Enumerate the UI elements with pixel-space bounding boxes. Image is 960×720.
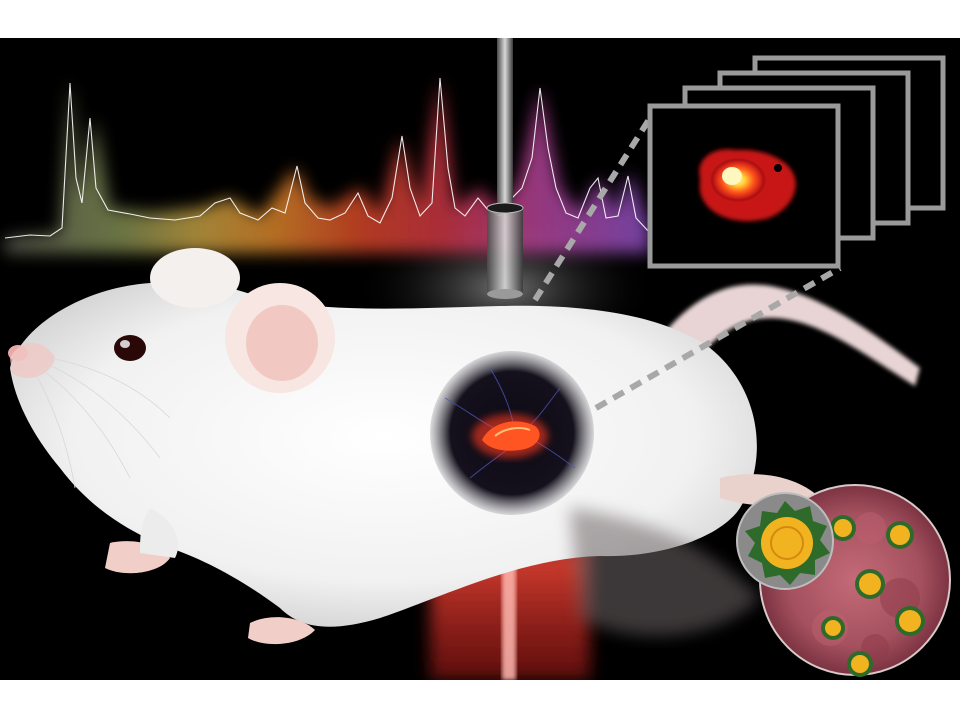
probe-tip-bottom [487, 289, 523, 299]
zoom-core-ring [770, 526, 804, 560]
probe-tip [487, 206, 523, 296]
mouse-ear-inner [246, 305, 318, 381]
mouse-eye [114, 335, 146, 361]
mouse-tail [660, 284, 920, 386]
mouse-front-leg [140, 508, 179, 558]
nanoparticle-small [895, 606, 925, 636]
hotspot-center [722, 167, 742, 185]
mouse-snout-pink [10, 343, 55, 378]
probe-fiber [497, 38, 513, 208]
connector-probe-to-image [532, 116, 653, 302]
nanoparticle-inset [736, 484, 951, 677]
connector-lines [532, 116, 842, 411]
nanoparticle-small [830, 515, 856, 541]
fluorescence-hotspot [699, 149, 796, 222]
nanoparticle-small [855, 569, 885, 599]
zoom-core [761, 517, 813, 569]
scene-svg [4, 38, 951, 680]
mouse [8, 248, 820, 645]
small-nanoparticles [821, 515, 925, 677]
nanoparticle-small [821, 616, 845, 640]
nanoparticle-zoom [736, 492, 834, 590]
laser-core [502, 538, 516, 680]
spectrum-line [4, 77, 651, 239]
image-stack [647, 55, 946, 269]
mouse-ear-back [150, 248, 240, 308]
probe-tip-top [486, 202, 524, 214]
illustration-frame [0, 38, 960, 680]
body-window [430, 351, 594, 515]
organ-highlight [494, 427, 531, 437]
nanoparticle-small [886, 521, 914, 549]
mouse-eye-highlight [120, 340, 130, 348]
mouse-hind-paw [248, 617, 315, 645]
optical-fiber-probe [486, 38, 524, 299]
spectrum-glow [5, 78, 650, 253]
connector-window-to-image [594, 265, 842, 411]
spectrum-trace [4, 77, 651, 253]
mouse-body [10, 280, 757, 627]
mouse-body-shadow [570, 508, 760, 636]
hotspot-dark-spot [774, 164, 782, 172]
mouse-whiskers [34, 357, 171, 489]
nanoparticle-small [847, 651, 873, 677]
